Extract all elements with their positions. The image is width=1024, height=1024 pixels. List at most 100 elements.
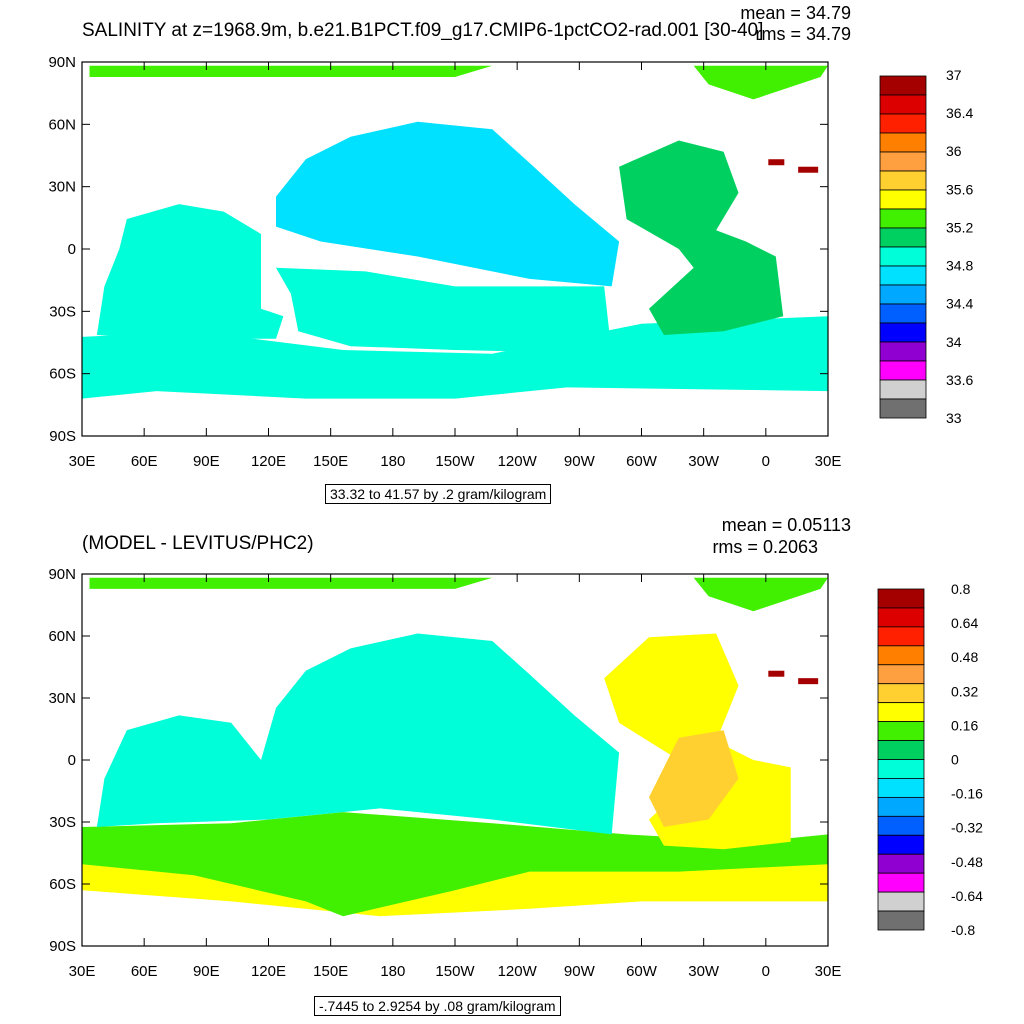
lon-label: 120W xyxy=(498,963,538,980)
lat-label: 30S xyxy=(49,303,76,320)
panel2-colorbar-label: 0.8 xyxy=(951,581,971,597)
panel1-colorbar-box xyxy=(879,151,927,172)
panel2-colorbar-box xyxy=(877,778,925,798)
lon-label: 30E xyxy=(69,963,96,980)
lat-label: 30S xyxy=(49,814,76,831)
lon-label: 30E xyxy=(69,453,96,470)
panel2-colorbar-label: 0 xyxy=(951,752,959,768)
panel2-colorbar-label: -0.16 xyxy=(951,786,983,802)
panel2-colorbar-label: 0.32 xyxy=(951,683,978,699)
panel1-colorbar-box xyxy=(879,265,927,286)
panel1-colorbar-label: 34.8 xyxy=(946,258,973,274)
panel1-colorbar-label: 34.4 xyxy=(946,296,973,312)
panel1-rms: rms = 34.79 xyxy=(755,24,851,44)
lon-label: 120E xyxy=(251,963,286,980)
lat-label: 90N xyxy=(48,54,76,71)
lat-label: 60S xyxy=(49,876,76,893)
lon-label: 120E xyxy=(251,453,286,470)
lat-label: 60N xyxy=(48,116,76,133)
panel2-colorbar-box xyxy=(877,796,925,817)
lon-label: 60W xyxy=(626,453,658,470)
panel1-colorbar-box xyxy=(879,113,927,134)
panel2-colorbar-box xyxy=(877,815,925,836)
panel1-southern-ocean xyxy=(82,316,828,399)
panel2-arctic-west xyxy=(89,577,493,589)
panel1-indian-ocean xyxy=(96,204,284,339)
panel1-north-pacific xyxy=(276,121,620,287)
panel1-colorbar-box xyxy=(879,360,927,381)
lon-label: 180 xyxy=(380,963,405,980)
panel2-colorbar-label: -0.64 xyxy=(951,888,983,904)
lon-label: 150E xyxy=(313,963,348,980)
lon-label: 30W xyxy=(688,453,720,470)
panel2-range-label: -.7445 to 2.9254 by .08 gram/kilogram xyxy=(314,996,561,1016)
lon-label: 30W xyxy=(688,963,720,980)
panel1-atlantic xyxy=(619,140,784,335)
panel1-title: SALINITY at z=1968.9m, b.e21.B1PCT.f09_g… xyxy=(82,20,764,41)
lat-label: 60S xyxy=(49,366,76,383)
lon-label: 90W xyxy=(564,453,596,470)
panel2-colorbar-box xyxy=(877,702,925,723)
panel2-colorbar-label: 0.64 xyxy=(951,615,978,631)
lat-label: 60N xyxy=(48,628,76,645)
panel1-colorbar-label: 33 xyxy=(946,410,962,426)
lon-label: 30E xyxy=(815,963,842,980)
panel1-colorbar-box xyxy=(879,322,927,343)
panel1-colorbar-box xyxy=(879,341,927,362)
panel2-atlantic-core xyxy=(649,730,739,827)
panel1-colorbar-box xyxy=(879,227,927,248)
panel2-colorbar-box xyxy=(877,910,925,931)
panel1-south-pacific xyxy=(276,267,612,354)
panel2-colorbar-box xyxy=(877,645,925,666)
panel2-colorbar-box xyxy=(877,872,925,893)
panel2-colorbar-box xyxy=(877,740,925,760)
panel2-southern-green xyxy=(82,812,828,917)
lat-label: 0 xyxy=(68,752,76,769)
lon-label: 60E xyxy=(131,963,158,980)
lon-label: 60E xyxy=(131,453,158,470)
panel1-colorbar-box xyxy=(879,94,927,115)
lon-label: 90E xyxy=(193,453,220,470)
lat-label: 30N xyxy=(48,179,76,196)
panel2-colorbar-box xyxy=(877,721,925,741)
panel1-colorbar-box xyxy=(879,379,927,400)
panel2-colorbar-box xyxy=(877,626,925,647)
panel1-colorbar-label: 36 xyxy=(946,143,962,159)
panel2-mean: mean = 0.05113 xyxy=(721,515,851,535)
panel2-colorbar-label: -0.48 xyxy=(951,854,983,870)
panel2-red-sea xyxy=(798,678,819,685)
panel2-colorbar-label: 0.48 xyxy=(951,649,978,665)
panel1-arctic-west xyxy=(89,65,493,77)
lat-label: 30N xyxy=(48,690,76,707)
panel2-colorbar-box xyxy=(877,588,925,609)
panel1-colorbar-box xyxy=(879,208,927,229)
lon-label: 150E xyxy=(313,453,348,470)
lat-label: 90S xyxy=(49,938,76,955)
panel1-colorbar-label: 33.6 xyxy=(946,372,973,388)
lon-label: 0 xyxy=(762,963,770,980)
panel1-colorbar-label: 34 xyxy=(946,334,962,350)
lon-label: 120W xyxy=(498,453,538,470)
lat-label: 0 xyxy=(68,241,76,258)
lat-label: 90N xyxy=(48,566,76,583)
panel2-colorbar-label: -0.32 xyxy=(951,820,983,836)
panel1-colorbar-label: 35.6 xyxy=(946,181,973,197)
panel2-main-ocean xyxy=(96,633,620,835)
panel1-arctic-east xyxy=(693,65,828,100)
panel1-red-sea xyxy=(798,166,819,173)
panel1-mean: mean = 34.79 xyxy=(740,3,851,23)
panel1-mediterranean xyxy=(768,159,785,166)
panel2-rms: rms = 0.2063 xyxy=(712,537,818,557)
panel2-colorbar-label: 0.16 xyxy=(951,717,978,733)
panel2-colorbar-box xyxy=(877,834,925,855)
panel1-colorbar-box xyxy=(879,132,927,153)
panel1-range-label: 33.32 to 41.57 by .2 gram/kilogram xyxy=(325,484,552,504)
lon-label: 30E xyxy=(815,453,842,470)
panel1-colorbar-label: 37 xyxy=(946,67,962,83)
panel1-colorbar-label: 36.4 xyxy=(946,105,973,121)
lon-label: 60W xyxy=(626,963,658,980)
lon-label: 180 xyxy=(380,453,405,470)
panel1-colorbar-box xyxy=(879,303,927,324)
panel2-colorbar-box xyxy=(877,683,925,704)
